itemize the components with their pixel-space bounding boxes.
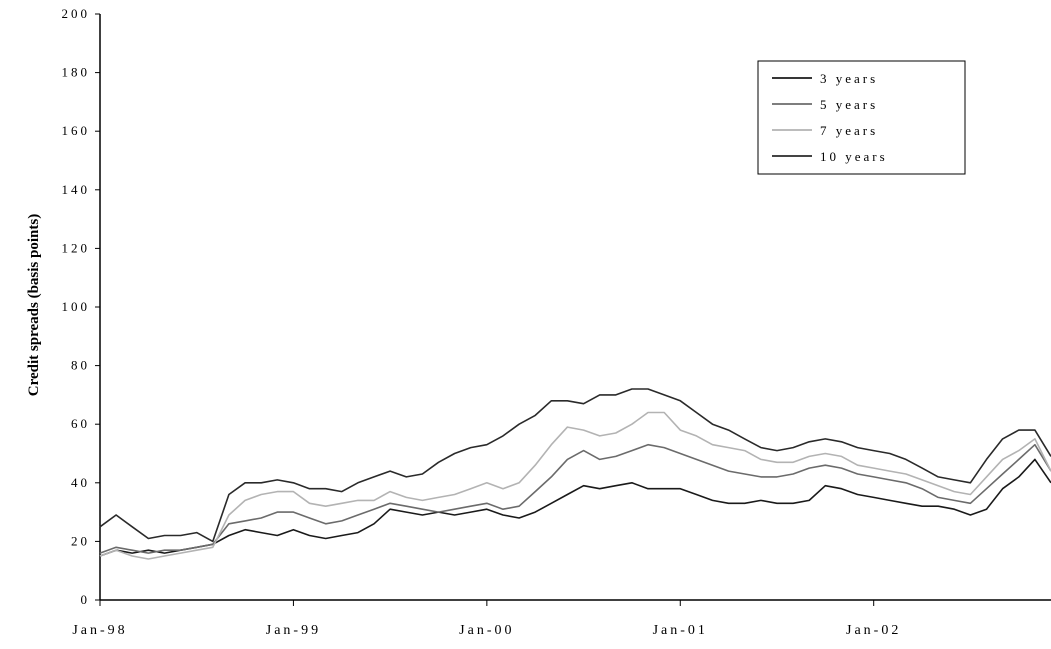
x-tick-label: Jan-02 bbox=[846, 623, 901, 638]
y-tick-label: 40 bbox=[71, 475, 90, 490]
legend-label: 7 years bbox=[820, 123, 878, 138]
y-tick-label: 80 bbox=[71, 358, 90, 373]
series-line-10-years bbox=[99, 388, 1051, 543]
y-tick-label: 20 bbox=[71, 533, 90, 548]
x-tick-label: Jan-01 bbox=[653, 623, 708, 638]
y-tick-label: 120 bbox=[62, 240, 91, 255]
y-tick-label: 200 bbox=[62, 6, 91, 21]
legend-label: 3 years bbox=[820, 71, 878, 86]
x-tick-label: Jan-00 bbox=[459, 623, 514, 638]
y-tick-label: 160 bbox=[62, 123, 91, 138]
series-line-7-years bbox=[99, 411, 1051, 560]
x-tick-label: Jan-99 bbox=[266, 623, 321, 638]
legend-label: 5 years bbox=[820, 97, 878, 112]
series-line-3-years bbox=[99, 458, 1051, 557]
y-tick-label: 180 bbox=[62, 65, 91, 80]
x-tick-label: Jan-98 bbox=[72, 623, 127, 638]
legend: 3 years 5 years 7 years 10 years bbox=[757, 60, 966, 175]
y-axis: 0 20 40 60 80 100 120 140 160 180 200 bbox=[62, 6, 101, 607]
series-layer bbox=[99, 388, 1051, 560]
legend-label: 10 years bbox=[820, 149, 888, 164]
series-line-5-years bbox=[99, 443, 1051, 554]
y-tick-label: 100 bbox=[62, 299, 91, 314]
y-axis-title: Credit spreads (basis points) bbox=[26, 214, 42, 396]
y-tick-label: 0 bbox=[81, 592, 91, 607]
y-tick-label: 60 bbox=[71, 416, 90, 431]
y-tick-label: 140 bbox=[62, 182, 91, 197]
x-axis: Jan-98 Jan-99 Jan-00 Jan-01 Jan-02 bbox=[72, 599, 1051, 638]
